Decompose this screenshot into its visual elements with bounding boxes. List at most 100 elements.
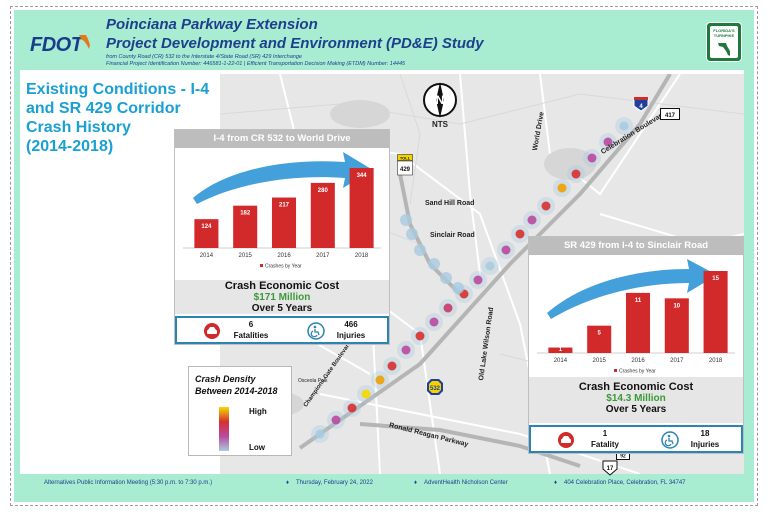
heat-point [331, 415, 341, 425]
heat-point [485, 261, 495, 271]
heat-point [400, 214, 412, 226]
sr429-cost-period: Over 5 Years [605, 404, 667, 415]
footer-bullet-icon: ♦ [414, 480, 418, 486]
bar-2014 [194, 219, 219, 248]
heat-point [603, 137, 613, 147]
footer-bullet-icon: ♦ [554, 480, 558, 486]
legend-title-line-2: Between 2014-2018 [195, 386, 278, 396]
footer-bar: Alternatives Public Information Meeting … [0, 480, 768, 492]
footer-meeting: Alternatives Public Information Meeting … [44, 480, 213, 486]
wheelchair-icon [661, 431, 679, 449]
car-crash-icon [558, 432, 574, 448]
bar-2018 [703, 271, 728, 353]
label-osceola-polk: Osceola Polk [298, 378, 328, 384]
heat-point [443, 303, 453, 313]
heat-point [375, 375, 385, 385]
sr429-fatalities-label: Fatality [590, 440, 619, 449]
legend-low-label: Low [249, 443, 265, 452]
heat-point [429, 317, 439, 327]
x-tick-label: 2015 [239, 253, 253, 259]
bar-2017 [664, 298, 689, 353]
heading-line-4: (2014-2018) [26, 138, 114, 155]
heat-point [347, 403, 357, 413]
sr429-injuries-label: Injuries [690, 440, 720, 449]
heat-point [415, 331, 425, 341]
legend-color-ramp [219, 407, 229, 451]
crash-density-i4 [311, 117, 633, 443]
sr429-cost-title: Crash Economic Cost [578, 381, 694, 393]
fdot-logo: FDOT [30, 34, 83, 56]
bar-2017 [310, 182, 335, 248]
bar-value-label: 182 [240, 211, 251, 217]
study-title: Project Development and Environment (PD&… [106, 35, 484, 52]
bar-value-label: 280 [318, 188, 329, 194]
heat-point [527, 215, 537, 225]
bar-value-label: 217 [279, 203, 290, 209]
x-tick-label: 2018 [355, 253, 369, 259]
turnpike-logo: FLORIDA'S TURNPIKE [706, 22, 742, 62]
i4-fatalities-count: 6 [248, 320, 254, 329]
heat-point [361, 389, 371, 399]
i4-shield-number: 4 [639, 104, 643, 110]
bar-2018 [349, 168, 374, 248]
footer-date: Thursday, February 24, 2022 [296, 480, 373, 486]
x-tick-label: 2016 [277, 253, 291, 259]
bar-2016 [625, 292, 651, 353]
heat-point [414, 244, 426, 256]
sr417-shield-number: 417 [665, 113, 676, 119]
heat-point [428, 258, 440, 270]
trend-arrow-icon [547, 259, 717, 319]
chart-legend-label: Crashes by Year [619, 369, 656, 375]
heat-point [473, 275, 483, 285]
i4-injuries-count: 466 [344, 320, 358, 329]
heat-point [619, 121, 629, 131]
i4-crash-chart: 124 2014 182 2015 217 2016 280 2017 344 2018 Crash… [183, 152, 381, 270]
x-tick-label: 2014 [200, 253, 214, 259]
sr417-shield-icon: 417 [660, 108, 680, 120]
i4-cost-period: Over 5 Years [251, 303, 313, 314]
heat-point [587, 153, 597, 163]
sr429-crash-card: SR 429 from I-4 to Sinclair Road 1 2014 5 2… [528, 236, 744, 454]
label-sand-hill-road: Sand Hill Road [425, 200, 475, 207]
bar-value-label: 124 [201, 224, 212, 230]
x-tick-label: 2014 [554, 358, 568, 364]
map-scale: NTS [432, 120, 448, 129]
x-tick-label: 2017 [670, 358, 684, 364]
x-tick-label: 2017 [316, 253, 330, 259]
heading-line-1: Existing Conditions - I-4 [26, 81, 210, 98]
project-ids: Financial Project Identification Number:… [106, 61, 406, 67]
i4-card-header: I-4 from CR 532 to World Drive [175, 130, 389, 148]
sr429-shield-number: 429 [400, 167, 411, 173]
sr429-crash-chart: 1 2014 5 2015 11 2016 10 2017 15 2018 Crashes by Y… [537, 259, 735, 375]
i4-injuries-label: Injuries [336, 331, 366, 340]
heat-point [541, 201, 551, 211]
footer-address: 404 Celebration Place, Celebration, FL 3… [564, 480, 686, 486]
bar-value-label: 15 [712, 276, 719, 282]
x-tick-label: 2015 [593, 358, 607, 364]
label-sinclair-road: Sinclair Road [430, 232, 475, 239]
page-frame [10, 6, 758, 506]
heat-point [501, 245, 511, 255]
sr429-card-header: SR 429 from I-4 to Sinclair Road [529, 237, 743, 255]
chart-legend-label: Crashes by Year [265, 264, 302, 270]
sr429-stats-box: 1 Fatality 18 Injuries [529, 425, 743, 453]
heat-point [440, 272, 452, 284]
crash-density-sr429 [400, 214, 464, 294]
sr92-shield-number: 92 [620, 454, 626, 460]
florida-map-icon [718, 43, 730, 56]
bar-value-label: 11 [635, 298, 642, 304]
north-letter: N [436, 93, 445, 107]
heat-point [387, 361, 397, 371]
heat-point [315, 429, 325, 439]
bar-2015 [233, 205, 258, 248]
cr532-shield-number: 532 [430, 386, 441, 392]
sr429-cost-box: Crash Economic Cost $14.3 Million Over 5… [529, 377, 743, 423]
bar-2015 [587, 325, 612, 353]
car-crash-icon [204, 323, 220, 339]
bar-2016 [271, 197, 297, 248]
heat-point [406, 228, 418, 240]
i4-cost-title: Crash Economic Cost [224, 280, 340, 292]
legend-swatch [260, 264, 263, 267]
legend-swatch [614, 369, 617, 372]
i4-cost-box: Crash Economic Cost $171 Million Over 5 … [175, 280, 389, 314]
